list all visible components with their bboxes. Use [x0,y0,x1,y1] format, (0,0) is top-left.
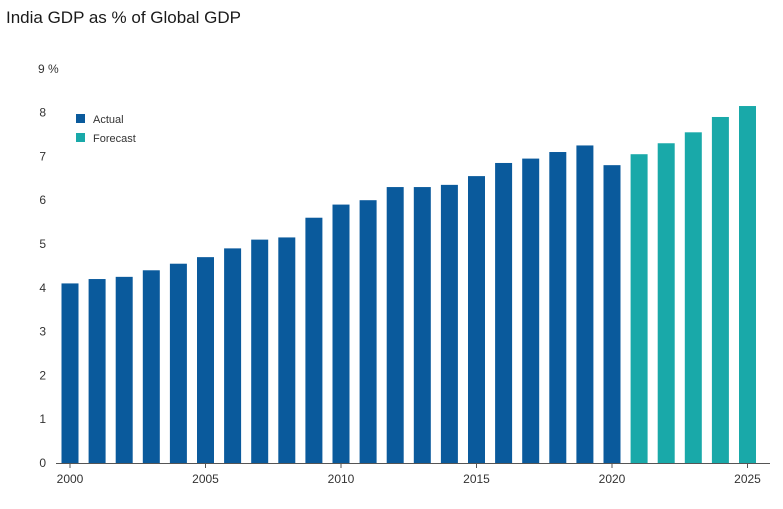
y-tick-label: 1 [39,412,46,426]
bar-actual-2000 [61,283,79,463]
bar-actual-2010 [332,204,350,463]
bar-actual-2019 [576,145,594,463]
y-tick-label: 8 [39,106,46,120]
legend: Actual Forecast [76,114,136,145]
bar-actual-2012 [386,187,404,463]
bar-actual-2016 [495,162,513,463]
x-tick-label: 2000 [57,472,84,486]
bar-actual-2006 [224,248,242,463]
legend-swatch-actual [76,114,85,123]
x-tick-label: 2005 [192,472,219,486]
legend-label-forecast: Forecast [93,133,136,145]
y-tick-label: 0 [39,456,46,470]
y-tick-label: 6 [39,193,46,207]
x-tick-label: 2020 [599,472,626,486]
bar-actual-2009 [305,217,323,463]
y-tick-label: 5 [39,237,46,251]
bar-actual-2002 [115,276,133,463]
y-tick-label-top: 9 % [38,62,59,76]
bar-actual-2014 [440,184,458,463]
bar-actual-2008 [278,237,296,463]
bar-actual-2005 [197,257,214,463]
chart-title: India GDP as % of Global GDP [6,8,241,27]
bar-forecast-2024 [711,116,729,463]
bar-actual-2011 [359,200,377,463]
bar-forecast-2025 [739,106,756,463]
bar-actual-2018 [549,152,567,463]
legend-swatch-forecast [76,133,85,142]
bar-actual-2020 [603,165,621,463]
bar-actual-2013 [413,187,431,463]
bar-actual-2007 [251,239,269,463]
y-tick-label: 3 [39,325,46,339]
bar-forecast-2023 [684,132,702,463]
bars-group [61,106,756,464]
legend-label-actual: Actual [93,114,124,126]
y-axis: 0 1 2 3 4 5 6 7 8 9 % [38,62,59,470]
bar-actual-2017 [522,158,540,463]
bar-actual-2015 [468,176,485,464]
x-tick-label: 2025 [734,472,761,486]
bar-actual-2003 [142,270,160,463]
bar-actual-2004 [169,263,187,463]
y-tick-label: 7 [39,149,46,163]
bar-forecast-2022 [657,143,675,463]
x-tick-label: 2015 [463,472,490,486]
y-tick-label: 4 [39,281,46,295]
x-tick-label: 2010 [328,472,355,486]
bar-forecast-2021 [630,154,648,463]
bar-actual-2001 [88,279,106,463]
y-tick-label: 2 [39,368,46,382]
x-axis: 2000 2005 2010 2015 2020 2025 [56,463,770,486]
